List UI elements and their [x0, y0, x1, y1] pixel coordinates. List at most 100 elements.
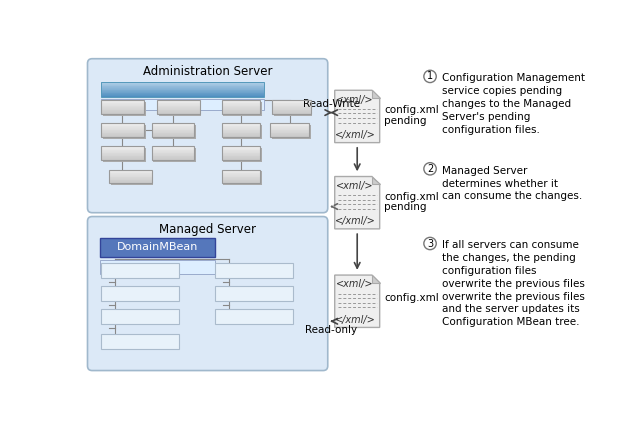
Bar	[221, 127, 260, 128]
Polygon shape	[372, 90, 380, 98]
Bar	[101, 101, 144, 102]
Bar	[272, 111, 311, 112]
Bar	[152, 150, 195, 151]
Bar	[221, 158, 260, 159]
Bar	[157, 107, 200, 108]
Text: </xml/>: </xml/>	[334, 130, 375, 140]
Bar	[101, 112, 144, 113]
Text: pending: pending	[384, 116, 427, 126]
Bar	[101, 92, 264, 93]
Bar	[272, 100, 311, 101]
Text: 2: 2	[427, 164, 433, 174]
Bar	[101, 148, 144, 149]
Bar	[103, 125, 145, 139]
Bar	[221, 178, 260, 179]
Bar	[221, 170, 260, 184]
Bar	[221, 179, 260, 180]
Bar	[101, 109, 144, 110]
Bar	[152, 127, 195, 128]
Bar	[221, 125, 260, 126]
Bar	[101, 100, 144, 114]
Bar	[101, 106, 144, 107]
Bar	[272, 101, 311, 102]
Bar	[221, 132, 260, 133]
Bar	[101, 95, 264, 96]
Bar	[221, 176, 260, 177]
Bar	[101, 107, 144, 108]
Bar	[109, 180, 152, 181]
Bar	[272, 103, 311, 104]
Bar	[221, 154, 260, 155]
Bar	[101, 108, 144, 109]
Bar	[272, 104, 311, 105]
Bar	[271, 134, 309, 135]
Bar	[152, 147, 195, 148]
Bar	[101, 151, 144, 152]
Bar	[221, 100, 260, 101]
Bar	[216, 286, 293, 301]
Bar	[271, 129, 309, 130]
Bar	[103, 102, 145, 116]
Bar	[221, 159, 260, 160]
Bar	[221, 182, 260, 183]
Bar	[101, 158, 144, 159]
Bar	[101, 110, 144, 111]
Bar	[101, 90, 264, 91]
Bar	[101, 334, 179, 349]
Bar	[152, 128, 195, 129]
Polygon shape	[335, 176, 380, 229]
Circle shape	[424, 163, 436, 175]
Bar	[101, 99, 264, 110]
Bar	[221, 183, 260, 184]
Bar	[271, 135, 309, 136]
Bar	[272, 102, 311, 103]
Bar	[101, 309, 179, 324]
Bar	[221, 123, 260, 137]
Bar	[152, 154, 195, 155]
Bar	[101, 156, 144, 157]
Bar	[271, 131, 309, 132]
Bar	[101, 86, 264, 87]
Bar	[101, 85, 264, 86]
Bar	[101, 103, 144, 104]
Bar	[152, 126, 195, 127]
Bar	[153, 148, 196, 162]
Text: If all servers can consume
the changes, the pending
configuration files
overwrit: If all servers can consume the changes, …	[441, 241, 584, 327]
Bar	[221, 105, 260, 106]
Text: 1: 1	[427, 71, 433, 82]
Bar	[221, 113, 260, 114]
Bar	[101, 124, 144, 125]
Bar	[101, 83, 264, 84]
Bar	[101, 263, 179, 278]
Bar	[109, 174, 152, 175]
Bar	[152, 133, 195, 134]
Bar	[221, 106, 260, 107]
Bar	[221, 110, 260, 111]
Bar	[221, 103, 260, 104]
Bar	[221, 129, 260, 130]
Bar	[101, 111, 144, 112]
Circle shape	[424, 70, 436, 82]
Bar	[271, 128, 309, 129]
Bar	[101, 127, 144, 128]
Bar	[101, 157, 144, 158]
Bar	[152, 147, 195, 160]
Bar	[103, 148, 145, 162]
Bar	[271, 136, 309, 137]
Bar	[109, 176, 152, 177]
Bar	[152, 159, 195, 160]
Bar	[221, 109, 260, 110]
Bar	[221, 128, 260, 129]
Polygon shape	[372, 275, 380, 283]
Text: Read-only: Read-only	[305, 325, 357, 335]
Bar	[271, 125, 309, 126]
Bar	[221, 101, 260, 102]
Bar	[274, 102, 312, 116]
Bar	[272, 113, 311, 114]
Bar	[157, 109, 200, 110]
Bar	[101, 94, 264, 95]
Text: DomainMBean: DomainMBean	[117, 242, 198, 252]
Bar	[101, 129, 144, 130]
Bar	[221, 149, 260, 150]
Bar	[271, 126, 309, 127]
